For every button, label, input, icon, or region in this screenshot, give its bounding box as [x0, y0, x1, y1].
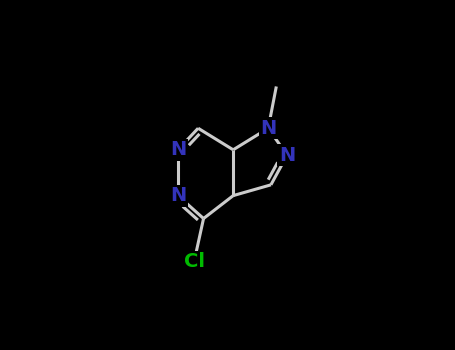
Text: N: N: [170, 186, 186, 205]
Text: Cl: Cl: [184, 252, 205, 271]
Text: N: N: [279, 146, 295, 165]
Text: N: N: [260, 119, 276, 138]
Text: N: N: [170, 140, 186, 159]
